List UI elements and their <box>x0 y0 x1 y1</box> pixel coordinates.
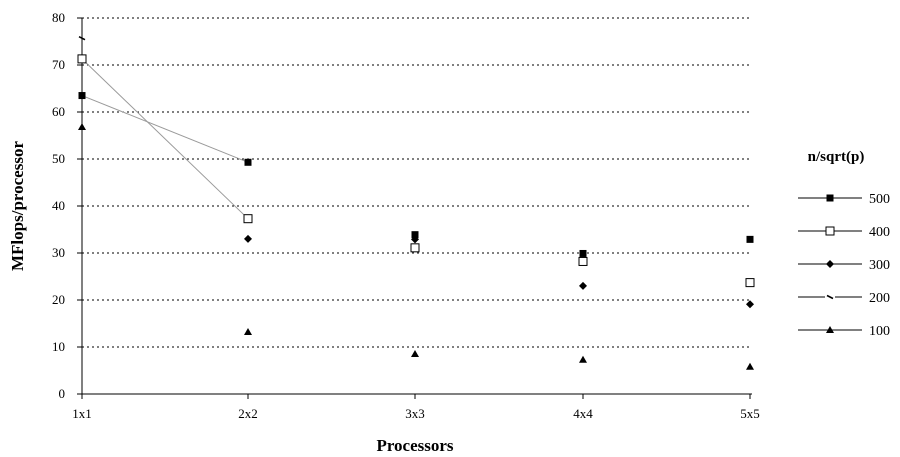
point-100-1x1 <box>78 123 86 131</box>
x-tick-label: 4x4 <box>573 406 593 421</box>
gridlines <box>82 17 752 348</box>
point-200-1x1 <box>78 35 86 41</box>
x-tick-label: 5x5 <box>740 406 760 421</box>
point-500-4x4 <box>579 249 587 257</box>
legend-title: n/sqrt(p) <box>808 149 865 165</box>
y-tick-label: 80 <box>52 10 65 25</box>
data-points <box>77 35 755 370</box>
y-ticks: 0 10 20 30 40 50 60 70 80 <box>52 10 82 401</box>
x-tick-label: 2x2 <box>238 406 258 421</box>
legend-entry-500: 500 <box>798 192 890 207</box>
y-tick-label: 10 <box>52 339 65 354</box>
y-tick-label: 60 <box>52 104 65 119</box>
legend-label: 400 <box>869 225 890 240</box>
legend-marker <box>826 260 834 268</box>
legend: n/sqrt(p) 500 400 300 200 100 <box>798 149 890 339</box>
point-300-5x5 <box>746 300 754 309</box>
y-tick-label: 20 <box>52 292 65 307</box>
point-100-3x3 <box>411 350 419 358</box>
point-400-1x1 <box>77 54 87 64</box>
y-tick-label: 0 <box>59 386 66 401</box>
series-lines <box>81 58 249 220</box>
x-axis-title: Processors <box>376 436 453 455</box>
y-tick-label: 50 <box>52 151 65 166</box>
point-500-1x1 <box>78 92 86 100</box>
legend-entry-400: 400 <box>798 225 890 240</box>
x-tick-label: 1x1 <box>72 406 92 421</box>
point-100-4x4 <box>579 355 587 363</box>
point-400-4x4 <box>578 256 588 266</box>
point-100-5x5 <box>746 362 754 370</box>
legend-marker <box>826 194 834 202</box>
legend-marker <box>825 226 835 236</box>
point-500-5x5 <box>746 235 754 243</box>
x-ticks: 1x1 2x2 3x3 4x4 5x5 <box>72 394 760 421</box>
point-300-2x2 <box>244 234 252 243</box>
y-tick-label: 30 <box>52 245 65 260</box>
series-line-400 <box>81 58 249 220</box>
legend-label: 100 <box>869 324 890 339</box>
legend-marker <box>826 294 834 300</box>
point-100-2x2 <box>244 327 252 335</box>
point-500-3x3 <box>411 231 419 239</box>
point-300-4x4 <box>579 281 587 290</box>
y-axis-title: MFlops/processor <box>8 141 27 271</box>
y-tick-label: 70 <box>52 57 65 72</box>
y-tick-label: 40 <box>52 198 65 213</box>
legend-entry-300: 300 <box>798 258 890 273</box>
x-tick-label: 3x3 <box>405 406 425 421</box>
point-400-2x2 <box>243 214 253 224</box>
point-400-5x5 <box>745 278 755 288</box>
legend-entry-200: 200 <box>798 291 890 306</box>
legend-label: 500 <box>869 192 890 207</box>
legend-entry-100: 100 <box>798 324 890 339</box>
legend-label: 300 <box>869 258 890 273</box>
legend-marker <box>826 326 834 333</box>
series-line-500 <box>81 95 249 163</box>
point-500-2x2 <box>244 158 252 166</box>
point-400-3x3 <box>410 243 420 253</box>
point-300-3x3 <box>411 235 419 244</box>
legend-label: 200 <box>869 291 890 306</box>
